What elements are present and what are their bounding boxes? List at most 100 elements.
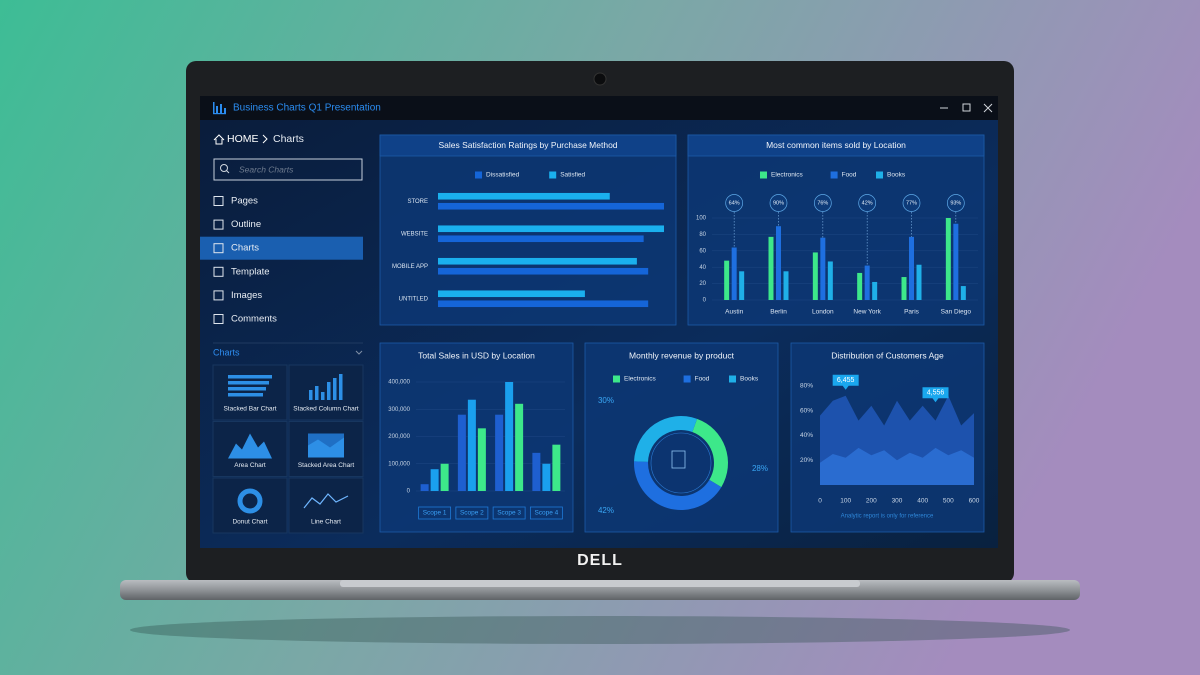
bar	[457, 414, 466, 491]
maximize-button[interactable]	[962, 103, 971, 112]
chart-type-label: Donut Chart	[232, 519, 267, 526]
annotation-box	[922, 387, 949, 403]
nav-item[interactable]: Outline	[231, 219, 261, 230]
legend-swatch	[549, 171, 557, 179]
bar	[438, 257, 637, 265]
x-tick-label: 500	[943, 498, 954, 505]
x-tick-label: San Diego	[941, 309, 972, 316]
nav-icon	[213, 243, 224, 254]
chart-type-icon	[228, 433, 272, 459]
bar	[440, 463, 449, 491]
annotation-box	[832, 374, 859, 390]
x-tick-label: 300	[892, 498, 903, 505]
value-label: 77%	[906, 200, 917, 206]
search-box[interactable]	[213, 158, 363, 181]
close-button[interactable]	[983, 103, 993, 113]
donut-slice	[692, 418, 728, 488]
nav-icon	[213, 219, 224, 230]
category-box	[455, 506, 489, 520]
legend-label: Food	[695, 376, 710, 383]
chart-type-icon	[303, 493, 349, 509]
bar	[731, 247, 737, 300]
nav-item[interactable]: Pages	[231, 196, 258, 207]
y-tick-label: 80%	[800, 383, 813, 390]
value-label: 90%	[773, 200, 784, 206]
category-label: WEBSITE	[401, 231, 428, 237]
annotation: 6,455	[837, 377, 855, 384]
category-label: STORE	[407, 199, 428, 205]
chart-type-label: Stacked Column Chart	[293, 406, 359, 413]
chart-type-label: Area Chart	[234, 462, 266, 469]
icon-shape	[228, 381, 269, 385]
search-icon	[220, 164, 228, 172]
bar	[739, 271, 745, 300]
x-tick-label: 200	[866, 498, 877, 505]
chart-type-card[interactable]	[288, 477, 364, 534]
chart-note: Analytic report is only for reference	[841, 514, 934, 520]
search-icon	[226, 170, 230, 174]
chart-panel	[687, 134, 985, 326]
category-box	[529, 506, 563, 520]
chart-type-icon	[228, 375, 272, 397]
x-tick-label: Scope 3	[497, 510, 521, 517]
area	[820, 447, 974, 485]
bar	[420, 484, 429, 491]
legend-swatch	[683, 375, 691, 383]
icon-shape	[303, 493, 349, 509]
annotation: 4,556	[927, 390, 945, 397]
nav-item[interactable]: Template	[231, 266, 270, 277]
icon-shape	[315, 386, 319, 400]
label-bubble	[946, 194, 965, 212]
legend-label: Food	[842, 172, 857, 179]
label-bubble	[725, 194, 744, 212]
chart-title: Distribution of Customers Age	[831, 350, 944, 360]
bar	[542, 463, 551, 491]
breadcrumb-separator	[262, 134, 268, 144]
y-tick-label: 80	[699, 232, 706, 238]
x-tick-label: Scope 4	[534, 510, 558, 517]
x-tick-label: 0	[818, 498, 822, 505]
legend-label: Books	[887, 172, 906, 179]
legend-swatch	[830, 171, 838, 179]
bar	[430, 469, 439, 491]
bar	[724, 260, 730, 300]
breadcrumb-home[interactable]: HOME	[227, 133, 259, 145]
window-title: Business Charts Q1 Presentation	[233, 103, 381, 114]
x-tick-label: Scope 1	[423, 510, 447, 517]
legend-label: Electronics	[771, 172, 804, 179]
nav-icon	[213, 196, 224, 206]
legend-label: Electronics	[624, 376, 657, 383]
chart-type-card[interactable]	[288, 364, 364, 421]
x-tick-label: Paris	[904, 309, 920, 316]
category-label: UNTITLED	[399, 296, 429, 302]
nav-item[interactable]: Charts	[231, 243, 259, 254]
bar	[768, 236, 774, 300]
chart-title: Total Sales in USD by Location	[418, 350, 535, 360]
nav-item[interactable]: Comments	[231, 314, 277, 325]
section-title[interactable]: Charts	[213, 347, 240, 357]
hinge	[340, 580, 860, 587]
bar	[953, 223, 959, 300]
donut-slice	[634, 461, 722, 511]
label-bubble	[769, 194, 788, 212]
icon-shape	[339, 374, 343, 400]
y-tick-label: 100	[696, 216, 707, 222]
x-tick-label: Scope 2	[460, 510, 484, 517]
value-label: 42%	[598, 506, 614, 515]
chart-panel	[379, 342, 574, 533]
chart-type-label: Stacked Bar Chart	[223, 406, 276, 413]
chart-type-card[interactable]	[212, 477, 288, 534]
donut-center	[650, 432, 712, 494]
x-tick-label: Berlin	[770, 309, 787, 316]
bar	[960, 286, 966, 300]
y-tick-label: 300,000	[388, 407, 410, 413]
collapse-icon[interactable]	[355, 350, 363, 355]
value-label: 28%	[752, 464, 768, 473]
x-tick-label: Austin	[725, 309, 743, 316]
chart-type-card[interactable]	[212, 364, 288, 421]
icon-shape	[228, 433, 272, 459]
bar	[820, 237, 826, 300]
bar	[495, 414, 504, 491]
nav-item[interactable]: Images	[231, 290, 262, 301]
title-bar	[200, 96, 998, 120]
